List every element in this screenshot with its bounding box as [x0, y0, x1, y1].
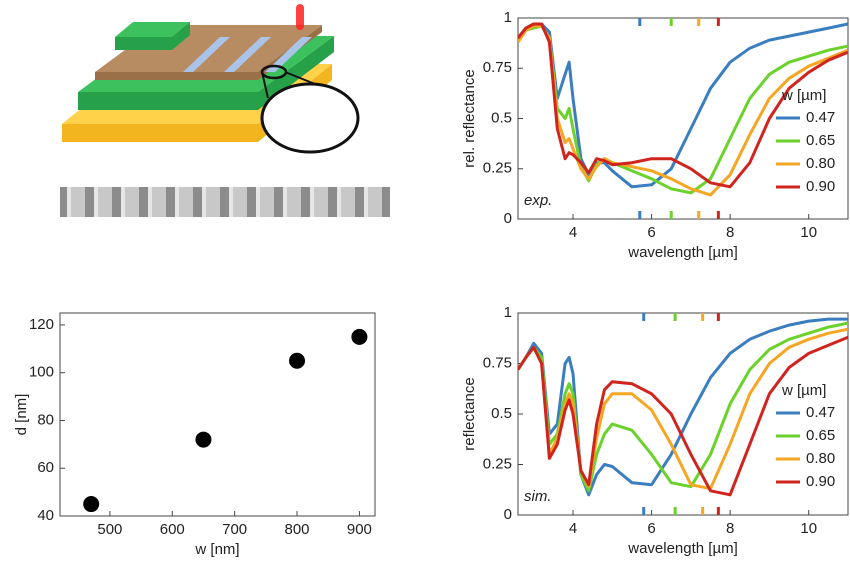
legend-label: 0.80: [806, 155, 835, 172]
y-tick-label: 1: [504, 9, 512, 26]
zoom-line: [261, 71, 269, 99]
y-tick-label: 80: [37, 411, 54, 428]
x-axis-label: wavelength [µm]: [627, 244, 738, 261]
contact: [115, 22, 190, 50]
plot-frame: [59, 312, 376, 517]
series-line: [518, 317, 848, 497]
y-tick-label: 0.5: [491, 405, 512, 422]
x-tick-label: 10: [800, 224, 817, 241]
legend-title: w [µm]: [781, 87, 826, 104]
series-line: [518, 22, 848, 189]
data-point: [195, 431, 212, 448]
series-line: [518, 327, 848, 491]
y-tick-label: 0.75: [483, 354, 512, 371]
data-point: [289, 352, 306, 369]
green-layer: [78, 36, 334, 110]
zoom-ring: [260, 64, 288, 80]
x-tick-label: 700: [222, 521, 247, 538]
y-tick-label: 0: [504, 506, 512, 523]
legend-label: 0.47: [806, 404, 835, 421]
x-tick-label: 8: [726, 224, 734, 241]
y-tick-label: 100: [29, 364, 54, 381]
laser: [296, 4, 304, 30]
series-line: [518, 22, 848, 189]
legend-label: 0.80: [806, 450, 835, 467]
x-tick-label: 8: [726, 520, 734, 537]
x-tick-label: 500: [97, 521, 122, 538]
x-tick-label: 6: [647, 520, 655, 537]
microscope-image: [60, 187, 390, 217]
stripe: [224, 37, 271, 72]
x-axis-label: wavelength [µm]: [627, 540, 738, 557]
x-tick-label: 600: [160, 521, 185, 538]
series-line: [518, 24, 848, 195]
x-tick-label: 4: [569, 224, 577, 241]
zoom-circle: [260, 82, 360, 154]
legend-label: 0.65: [806, 132, 835, 149]
y-tick-label: 1: [504, 304, 512, 321]
annotation: sim.: [524, 488, 552, 505]
y-tick-label: 120: [29, 316, 54, 333]
series-line: [518, 335, 848, 497]
x-axis-label: w [nm]: [194, 541, 239, 558]
substrate-side: [95, 25, 322, 80]
y-axis-label: reflectance: [461, 377, 478, 450]
x-tick-label: 800: [285, 521, 310, 538]
legend-label: 0.47: [806, 109, 835, 126]
device-schematic: [62, 4, 360, 154]
series-line: [518, 321, 848, 493]
y-tick-label: 0.75: [483, 59, 512, 76]
annotation: exp.: [524, 192, 552, 209]
contact-top: [115, 22, 190, 37]
x-tick-label: 10: [800, 520, 817, 537]
y-tick-label: 0.5: [491, 109, 512, 126]
legend-label: 0.90: [806, 473, 835, 490]
legend-title: w [µm]: [781, 382, 826, 399]
data-point: [83, 496, 100, 513]
y-tick-label: 60: [37, 459, 54, 476]
y-tick-label: 0.25: [483, 455, 512, 472]
stripe: [183, 37, 230, 72]
stripe: [265, 37, 312, 72]
legend-label: 0.90: [806, 178, 835, 195]
y-tick-label: 0: [504, 210, 512, 227]
x-tick-label: 900: [347, 521, 372, 538]
y-axis-label: d [nm]: [13, 394, 30, 436]
y-tick-label: 0.25: [483, 160, 512, 177]
data-point: [351, 328, 368, 345]
x-tick-label: 6: [647, 224, 655, 241]
y-axis-label: rel. reflectance: [461, 69, 478, 167]
legend-label: 0.65: [806, 427, 835, 444]
y-tick-label: 40: [37, 507, 54, 524]
x-tick-label: 4: [569, 520, 577, 537]
